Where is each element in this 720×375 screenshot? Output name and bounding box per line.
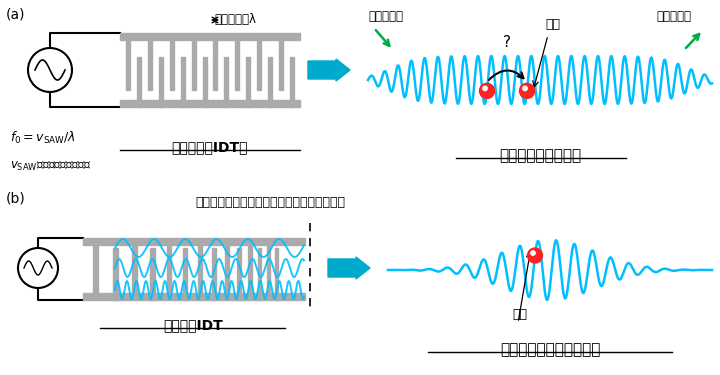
Bar: [150, 248, 155, 300]
Bar: [120, 33, 300, 40]
Text: 電子: 電子: [545, 18, 560, 31]
Bar: [290, 57, 294, 107]
Text: 広い帯域の表面弾性波を同位相で重ね合わせ: 広い帯域の表面弾性波を同位相で重ね合わせ: [195, 196, 345, 209]
Bar: [83, 293, 305, 300]
Bar: [132, 245, 137, 297]
Bar: [202, 57, 207, 107]
Bar: [225, 245, 229, 297]
Text: 表面弾性波の孤立パルス: 表面弾性波の孤立パルス: [500, 342, 600, 357]
Text: チャープIDT: チャープIDT: [163, 318, 223, 332]
Bar: [248, 245, 251, 297]
Circle shape: [523, 86, 527, 91]
Bar: [198, 245, 202, 297]
Text: $v_\mathrm{SAW}$：表面弾性波の速さ: $v_\mathrm{SAW}$：表面弾性波の速さ: [10, 160, 91, 173]
Bar: [126, 40, 130, 90]
Bar: [167, 245, 171, 297]
Bar: [268, 57, 272, 107]
Text: 立ち下がり: 立ち下がり: [368, 10, 403, 23]
Bar: [120, 100, 300, 107]
Bar: [159, 57, 163, 107]
Text: $f_0 = v_\mathrm{SAW}/\lambda$: $f_0 = v_\mathrm{SAW}/\lambda$: [10, 130, 76, 146]
Text: ?: ?: [503, 35, 511, 50]
Circle shape: [531, 251, 535, 255]
Circle shape: [520, 83, 534, 98]
Bar: [225, 57, 228, 107]
Bar: [237, 248, 240, 300]
Bar: [257, 40, 261, 90]
Bar: [213, 40, 217, 90]
Bar: [275, 248, 278, 300]
Bar: [279, 40, 283, 90]
Bar: [181, 57, 184, 107]
Bar: [83, 238, 305, 245]
Text: 栔の周期：λ: 栔の周期：λ: [214, 13, 256, 26]
Text: 表面弾性波バースト: 表面弾性波バースト: [499, 148, 581, 163]
Bar: [258, 248, 261, 300]
Bar: [267, 245, 270, 297]
Bar: [183, 248, 187, 300]
Bar: [113, 248, 118, 300]
Bar: [192, 40, 196, 90]
Text: 朔型電極（IDT）: 朔型電極（IDT）: [172, 140, 248, 154]
Circle shape: [480, 83, 495, 98]
Bar: [212, 248, 216, 300]
Bar: [170, 40, 174, 90]
Bar: [137, 57, 141, 107]
Text: 立ち上がり: 立ち上がり: [656, 10, 691, 23]
Circle shape: [483, 86, 487, 91]
Text: (a): (a): [6, 8, 25, 22]
Text: (b): (b): [6, 192, 26, 206]
Bar: [246, 57, 251, 107]
Bar: [235, 40, 239, 90]
Text: 電子: 電子: [512, 308, 527, 321]
Bar: [148, 40, 152, 90]
FancyArrow shape: [328, 257, 370, 279]
Bar: [93, 245, 98, 297]
Circle shape: [528, 248, 542, 263]
FancyArrow shape: [308, 59, 350, 81]
